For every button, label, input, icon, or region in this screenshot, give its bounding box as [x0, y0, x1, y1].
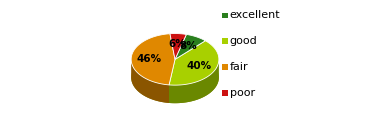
Text: 8%: 8% — [179, 41, 197, 51]
Text: 6%: 6% — [168, 39, 186, 49]
Polygon shape — [131, 59, 169, 103]
Polygon shape — [131, 52, 219, 103]
Polygon shape — [169, 59, 219, 103]
Text: poor: poor — [230, 88, 255, 98]
Polygon shape — [169, 59, 175, 103]
Text: good: good — [230, 36, 258, 46]
Polygon shape — [175, 34, 205, 59]
Polygon shape — [169, 59, 175, 103]
Bar — [222, 38, 228, 44]
Text: fair: fair — [230, 62, 248, 72]
Polygon shape — [169, 41, 219, 85]
Bar — [222, 64, 228, 70]
Text: 46%: 46% — [136, 54, 161, 64]
Text: excellent: excellent — [230, 10, 280, 21]
Text: 40%: 40% — [186, 61, 211, 71]
Polygon shape — [131, 34, 175, 85]
Polygon shape — [170, 34, 186, 59]
Bar — [222, 13, 228, 18]
Bar — [222, 90, 228, 96]
